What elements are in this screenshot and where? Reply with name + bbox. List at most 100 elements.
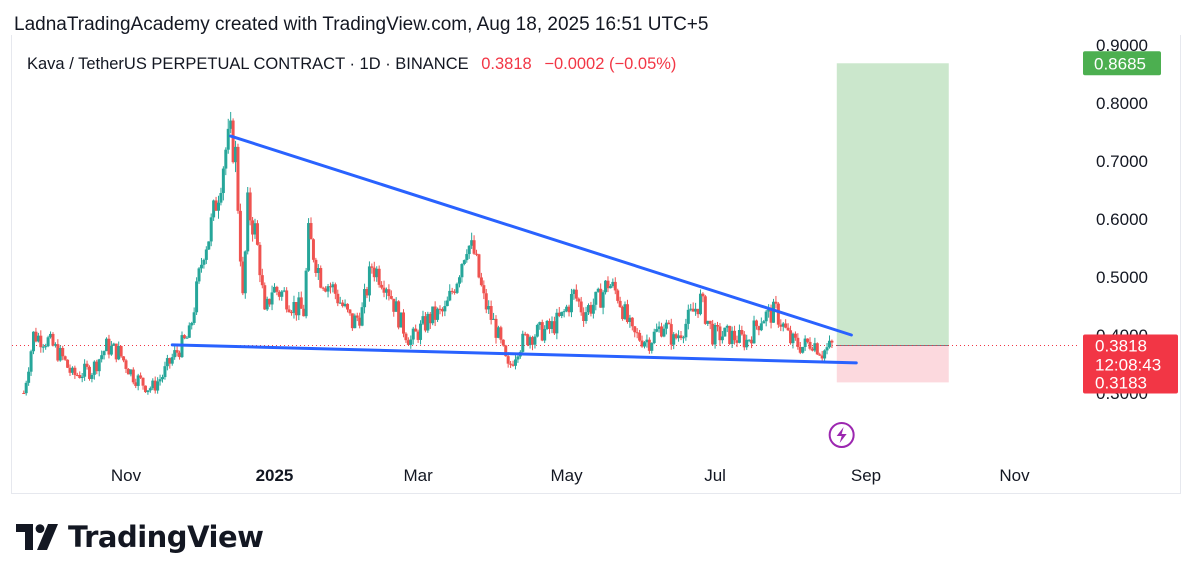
time-axis-tick: Nov	[111, 466, 142, 485]
candle-body	[207, 241, 210, 249]
candle-body	[198, 268, 201, 281]
candle-body	[258, 245, 261, 275]
candle-body	[655, 329, 658, 332]
candle-body	[271, 292, 274, 304]
candle-body	[563, 311, 566, 312]
candle-body	[480, 277, 483, 285]
candle-body	[161, 377, 164, 379]
candle-body	[219, 193, 222, 203]
candle-body	[200, 265, 203, 269]
candle-body	[44, 346, 47, 347]
price-axis-tick: 0.7000	[1096, 152, 1148, 171]
candle-body	[643, 342, 646, 346]
candle-body	[356, 316, 359, 318]
price-axis-tick: 0.5000	[1096, 268, 1148, 287]
candle-body	[580, 302, 583, 313]
candle-body	[826, 347, 829, 350]
candle-body	[733, 331, 736, 340]
candle-body	[47, 337, 50, 346]
candle-body	[348, 310, 351, 314]
candle-body	[288, 309, 291, 312]
candle-body	[616, 290, 619, 300]
candle-body	[701, 294, 704, 297]
candle-body	[163, 366, 166, 377]
candle-body	[86, 364, 89, 367]
stop-price-label: 0.3183	[1095, 374, 1147, 393]
candle-body	[592, 305, 595, 314]
candle-body	[585, 312, 588, 321]
candle-body	[745, 340, 748, 347]
candle-body	[602, 292, 605, 307]
candle-body	[39, 336, 42, 347]
candle-body	[146, 390, 149, 392]
candle-body	[787, 328, 790, 331]
candle-body	[275, 287, 278, 292]
tradingview-brand: TradingView	[16, 520, 263, 554]
candle-body	[490, 306, 493, 320]
candle-body	[336, 294, 339, 303]
tradingview-logo-icon	[16, 524, 60, 550]
candle-body	[609, 286, 612, 288]
candle-body	[772, 302, 775, 323]
candle-body	[716, 325, 719, 326]
candle-body	[436, 309, 439, 320]
candle-body	[723, 328, 726, 337]
candle-body	[614, 282, 617, 291]
candle-body	[704, 296, 707, 324]
candle-body	[468, 246, 471, 254]
candle-body	[458, 277, 461, 283]
candle-body	[334, 284, 337, 294]
candle-body	[202, 260, 205, 265]
candle-body	[312, 239, 315, 260]
candle-body	[125, 360, 128, 369]
candle-body	[387, 289, 390, 296]
time-axis-tick: Nov	[999, 466, 1030, 485]
candle-body	[156, 381, 159, 390]
candle-body	[409, 340, 412, 345]
candle-body	[709, 321, 712, 324]
candle-body	[631, 318, 634, 327]
candle-body	[543, 329, 546, 341]
price-axis-tick: 0.8000	[1096, 94, 1148, 113]
candle-body	[560, 312, 563, 316]
price-chart[interactable]: 0.30000.40000.50000.60000.70000.80000.90…	[0, 0, 1200, 500]
target-price-label: 0.8685	[1094, 54, 1146, 73]
candle-body	[699, 294, 702, 314]
time-axis-tick: Mar	[403, 466, 433, 485]
candle-body	[662, 329, 665, 337]
candle-body	[188, 325, 191, 337]
candle-body	[633, 326, 636, 332]
candle-body	[222, 169, 225, 193]
candle-body	[256, 223, 259, 245]
candle-body	[806, 339, 809, 342]
candle-body	[801, 347, 804, 353]
trendline-upper	[231, 136, 852, 335]
candle-body	[682, 337, 685, 338]
candle-body	[378, 269, 381, 285]
current-price-label: 0.3818	[1095, 337, 1147, 356]
candle-body	[714, 325, 717, 344]
candle-body	[249, 192, 252, 220]
time-axis-tick: Sep	[851, 466, 881, 485]
candle-body	[755, 321, 758, 327]
candle-body	[380, 285, 383, 288]
candle-body	[514, 359, 517, 365]
candle-body	[236, 147, 239, 211]
candle-body	[280, 292, 283, 297]
candle-body	[638, 333, 641, 341]
candle-body	[142, 378, 145, 386]
candle-body	[73, 368, 76, 375]
candle-body	[61, 348, 64, 356]
candle-body	[195, 281, 198, 312]
candle-body	[66, 360, 69, 368]
candle-body	[667, 323, 670, 324]
candle-body	[774, 302, 777, 304]
candle-body	[217, 203, 220, 211]
candle-body	[830, 341, 833, 343]
candle-body	[762, 321, 765, 323]
candle-body	[319, 268, 322, 288]
candle-body	[224, 150, 227, 169]
candle-body	[176, 350, 179, 353]
bar-countdown-label: 12:08:43	[1095, 356, 1161, 375]
candle-body	[477, 254, 480, 277]
